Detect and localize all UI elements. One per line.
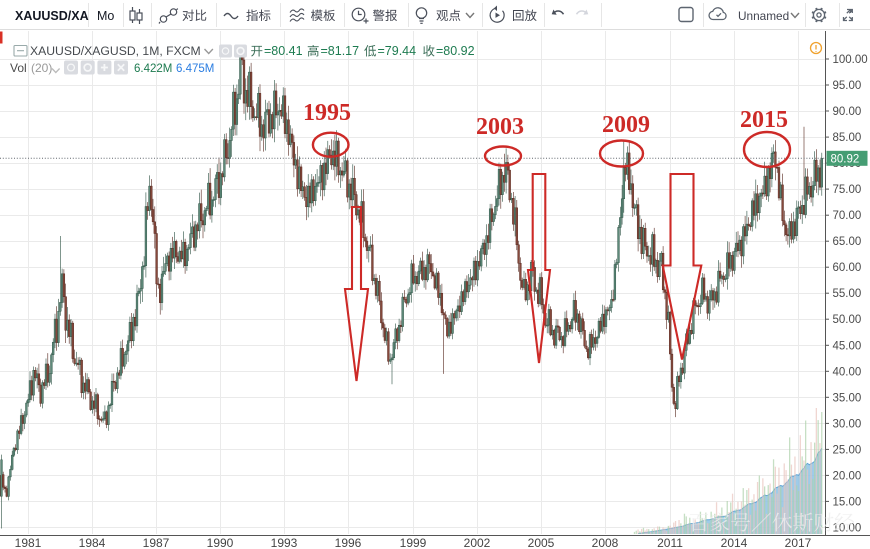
svg-text:35.00: 35.00: [833, 392, 862, 404]
svg-text:2009: 2009: [602, 112, 650, 138]
svg-text:1996: 1996: [335, 536, 362, 549]
svg-text:45.00: 45.00: [833, 340, 862, 352]
svg-text:6.475M: 6.475M: [176, 63, 214, 75]
svg-text:2003: 2003: [476, 114, 524, 140]
svg-text:=80.41: =80.41: [264, 44, 303, 58]
svg-text:2015: 2015: [740, 107, 788, 133]
svg-text:1993: 1993: [271, 536, 298, 549]
svg-text:20.00: 20.00: [833, 470, 862, 482]
svg-text:1999: 1999: [400, 536, 427, 549]
svg-text:75.00: 75.00: [833, 184, 862, 196]
svg-text:80.92: 80.92: [831, 153, 860, 165]
svg-text:=80.92: =80.92: [436, 44, 475, 58]
svg-text:2008: 2008: [592, 536, 619, 549]
svg-text:XAUUSD/XAGUSD, 1M, FXCM: XAUUSD/XAGUSD, 1M, FXCM: [30, 44, 201, 58]
svg-text:2002: 2002: [464, 536, 491, 549]
svg-text:Vol: Vol: [10, 61, 27, 75]
svg-text:50.00: 50.00: [833, 314, 862, 326]
svg-text:1987: 1987: [143, 536, 170, 549]
svg-text:(20): (20): [31, 61, 52, 75]
svg-text:90.00: 90.00: [833, 106, 862, 118]
svg-text:=79.44: =79.44: [378, 44, 417, 58]
svg-text:2014: 2014: [721, 536, 748, 549]
svg-text:85.00: 85.00: [833, 132, 862, 144]
svg-text:40.00: 40.00: [833, 366, 862, 378]
svg-text:25.00: 25.00: [833, 444, 862, 456]
svg-text:2005: 2005: [528, 536, 555, 549]
svg-text:95.00: 95.00: [833, 80, 862, 92]
svg-text:2017: 2017: [785, 536, 812, 549]
svg-text:15.00: 15.00: [833, 496, 862, 508]
svg-text:100.00: 100.00: [833, 54, 868, 66]
svg-text:60.00: 60.00: [833, 262, 862, 274]
svg-text:30.00: 30.00: [833, 418, 862, 430]
svg-text:1990: 1990: [207, 536, 234, 549]
svg-text:1984: 1984: [79, 536, 106, 549]
svg-text:1981: 1981: [15, 536, 42, 549]
svg-text:2011: 2011: [657, 536, 683, 549]
svg-text:1995: 1995: [303, 100, 351, 126]
svg-text:65.00: 65.00: [833, 236, 862, 248]
svg-text:10.00: 10.00: [833, 523, 862, 535]
svg-text:55.00: 55.00: [833, 288, 862, 300]
svg-text:70.00: 70.00: [833, 210, 862, 222]
svg-text:=81.17: =81.17: [321, 44, 360, 58]
svg-text:6.422M: 6.422M: [134, 63, 172, 75]
